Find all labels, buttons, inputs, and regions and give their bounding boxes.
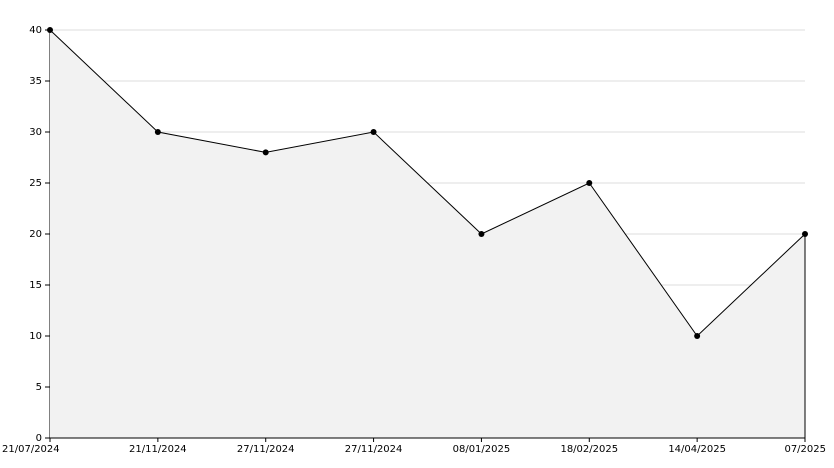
marker (802, 231, 808, 237)
y-tick-label: 25 (29, 178, 42, 189)
marker (47, 27, 53, 33)
y-tick-label: 35 (29, 76, 42, 87)
y-tick-label: 5 (36, 382, 42, 393)
y-tick-label: 0 (36, 433, 42, 444)
x-tick-label: 14/04/2025 (668, 444, 726, 455)
marker (154, 129, 161, 135)
area (50, 30, 805, 438)
y-tick-label: 30 (29, 127, 42, 138)
y-tick-label: 10 (29, 331, 42, 342)
y-tick-label: 15 (29, 280, 42, 291)
marker (694, 333, 701, 339)
x-tick-label: 18/02/2025 (560, 444, 618, 455)
y-tick-label: 20 (29, 229, 42, 240)
marker (370, 129, 377, 135)
x-tick-label: 21/07/2024 (2, 444, 60, 455)
marker (586, 180, 593, 186)
marker (262, 149, 269, 156)
line (49, 29, 806, 337)
x-tick-label: 07/2025 (784, 444, 826, 455)
y-tick-label: 40 (29, 25, 42, 36)
x-tick-label: 21/11/2024 (129, 444, 187, 455)
marker (478, 231, 485, 237)
x-tick-label: 27/11/2024 (237, 444, 295, 455)
x-tick-label: 27/11/2024 (345, 444, 403, 455)
x-tick-label: 08/01/2025 (453, 444, 511, 455)
